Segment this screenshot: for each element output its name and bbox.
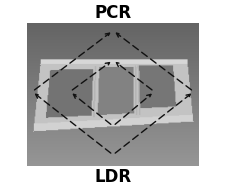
Text: LDR: LDR xyxy=(94,168,131,186)
Text: PCR: PCR xyxy=(94,4,131,22)
